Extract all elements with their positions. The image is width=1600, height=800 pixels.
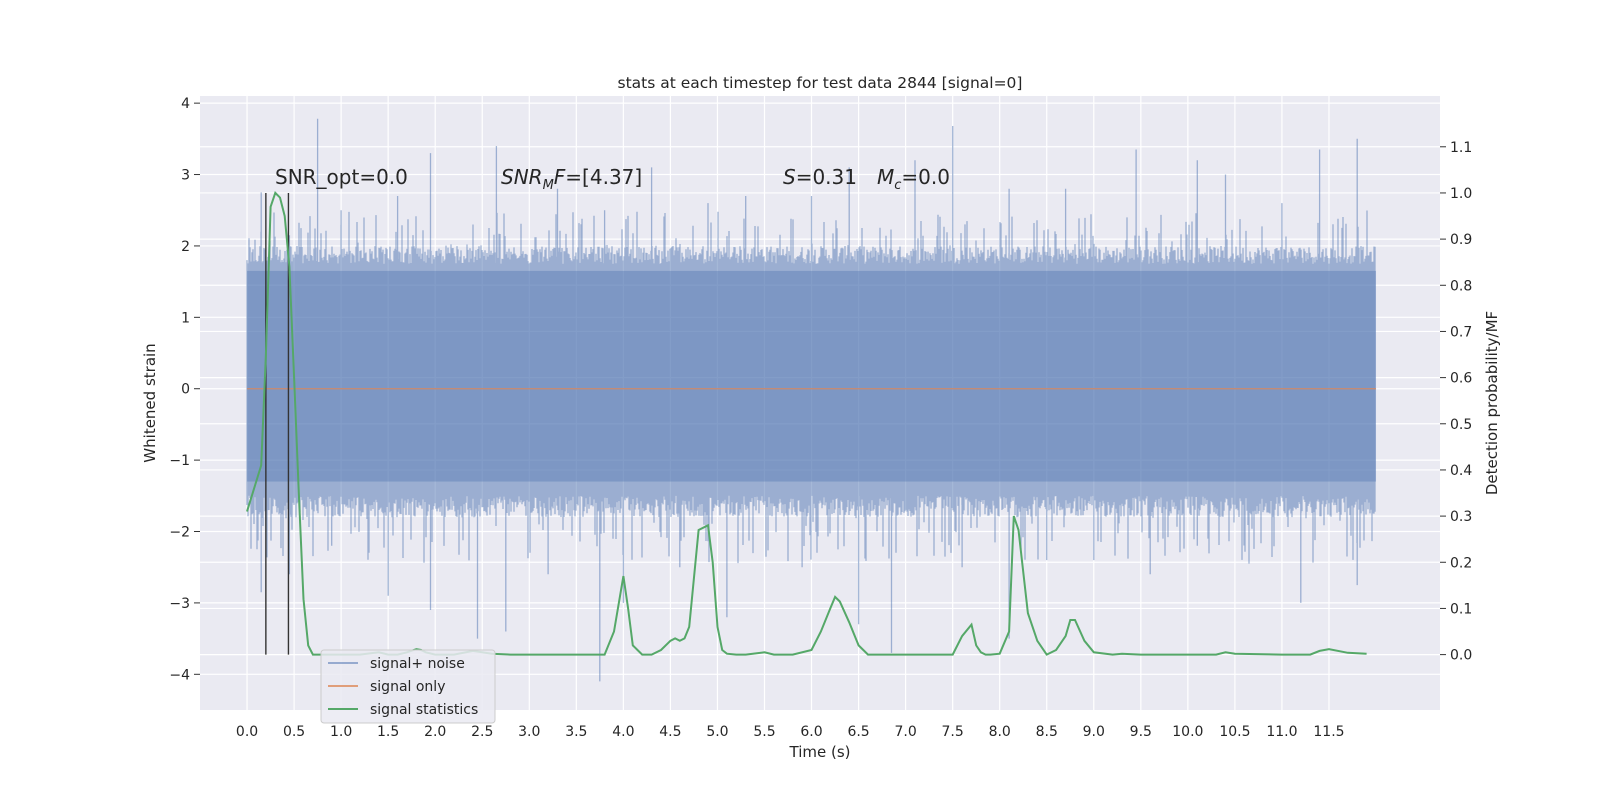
x-tick-label: 10.0 — [1172, 724, 1203, 740]
y2-tick-label: 0.5 — [1450, 417, 1472, 433]
x-tick-label: 8.5 — [1036, 724, 1058, 740]
y-tick-label: 2 — [181, 239, 190, 255]
x-tick-label: 6.5 — [847, 724, 869, 740]
y2-tick-label: 0.3 — [1450, 509, 1472, 525]
legend-label-signal-statistics: signal statistics — [370, 702, 478, 718]
annotation-snr-mf: SNRMF=[4.37] — [501, 165, 642, 193]
x-tick-label: 5.5 — [753, 724, 775, 740]
y-tick-label: −1 — [169, 453, 190, 469]
y2-tick-label: 0.8 — [1450, 278, 1472, 294]
y2-axis-label: Detection probability/MF — [1483, 311, 1501, 495]
annotation-mc: Mc=0.0 — [877, 165, 950, 193]
legend-label-signal-only: signal only — [370, 679, 445, 695]
y2-tick-label: 0.7 — [1450, 324, 1472, 340]
x-tick-label: 9.5 — [1130, 724, 1152, 740]
x-tick-label: 0.5 — [283, 724, 305, 740]
y2-tick-label: 0.4 — [1450, 463, 1472, 479]
x-tick-label: 11.5 — [1313, 724, 1344, 740]
x-tick-label: 6.0 — [800, 724, 822, 740]
y-tick-label: −3 — [169, 596, 190, 612]
x-tick-label: 7.0 — [894, 724, 916, 740]
y-tick-label: −4 — [169, 667, 190, 683]
noise-trace — [246, 118, 1376, 682]
y2-tick-label: 1.1 — [1450, 140, 1472, 156]
y-axis-label: Whitened strain — [141, 343, 159, 462]
x-tick-label: 4.0 — [612, 724, 634, 740]
x-tick-label: 5.0 — [706, 724, 728, 740]
x-tick-label: 7.5 — [942, 724, 964, 740]
legend-box — [320, 649, 496, 724]
y2-tick-label: 0.0 — [1450, 648, 1472, 664]
legend-label-signal-plus-noise: signal+ noise — [370, 656, 465, 672]
x-tick-label: 1.5 — [377, 724, 399, 740]
y2-tick-label: 0.2 — [1450, 555, 1472, 571]
x-tick-label: 1.0 — [330, 724, 352, 740]
y2-tick-label: 1.0 — [1450, 186, 1472, 202]
ticks: 0.0 0.5 1.0 1.5 2.0 2.5 3.0 3.5 4.0 4.5 5.0 5.5 6.0 6… — [169, 96, 1472, 740]
x-tick-label: 8.0 — [989, 724, 1011, 740]
y-tick-label: 4 — [181, 96, 190, 112]
x-tick-label: 10.5 — [1219, 724, 1250, 740]
x-tick-label: 9.0 — [1083, 724, 1105, 740]
x-tick-label: 11.0 — [1266, 724, 1297, 740]
x-tick-label: 3.0 — [518, 724, 540, 740]
annotation-snr-opt: SNR_opt=0.0 — [275, 165, 408, 189]
x-axis-label: Time (s) — [789, 743, 851, 761]
x-tick-label: 0.0 — [236, 724, 258, 740]
y-tick-label: 0 — [181, 382, 190, 398]
y2-tick-label: 0.1 — [1450, 601, 1472, 617]
y2-tick-label: 0.9 — [1450, 232, 1472, 248]
vertical-markers — [265, 192, 290, 655]
chart-title: stats at each timestep for test data 284… — [618, 74, 1023, 92]
x-tick-label: 2.0 — [424, 724, 446, 740]
y-tick-label: 1 — [181, 310, 190, 326]
y-tick-label: −2 — [169, 525, 190, 541]
x-tick-label: 3.5 — [565, 724, 587, 740]
annotation-s: S=0.31 — [783, 165, 857, 189]
noise-core-band — [247, 270, 1377, 482]
legend: signal+ noise signal only signal statist… — [320, 649, 496, 724]
y-tick-label: 3 — [181, 168, 190, 184]
y2-tick-label: 0.6 — [1450, 371, 1472, 387]
series-signal-plus-noise — [246, 118, 1377, 682]
x-tick-label: 4.5 — [659, 724, 681, 740]
x-tick-label: 2.5 — [471, 724, 493, 740]
